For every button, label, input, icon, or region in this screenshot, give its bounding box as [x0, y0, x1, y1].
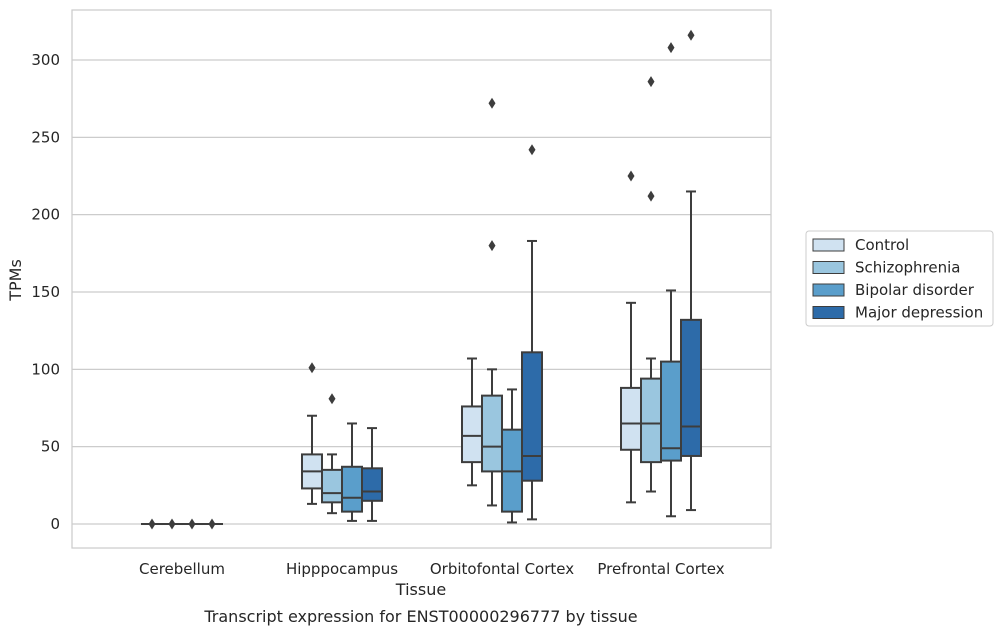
x-axis-label: Tissue: [395, 580, 446, 599]
box-iqr: [521, 351, 543, 482]
outlier-point: [667, 42, 675, 54]
legend-label: Major depression: [855, 304, 983, 322]
box: [680, 29, 702, 512]
outlier-point: [528, 144, 536, 156]
box: [640, 76, 662, 493]
outlier-point: [488, 240, 496, 252]
box: [141, 518, 163, 530]
series-group: [201, 29, 702, 530]
outlier-point: [687, 29, 695, 41]
y-axis-ticks: 0 50 100 150 200 250 300: [31, 51, 60, 533]
legend-label: Control: [855, 236, 909, 254]
legend-label: Schizophrenia: [855, 259, 960, 277]
box: [501, 388, 523, 524]
outlier-point: [188, 518, 196, 530]
box-iqr: [660, 360, 682, 462]
y-tick-label: 200: [31, 206, 60, 224]
box: [161, 518, 183, 530]
y-tick-label: 250: [31, 128, 60, 146]
y-tick-label: 300: [31, 51, 60, 69]
x-axis-ticks: Cerebellum Hipppocampus Orbitofontal Corte…: [139, 560, 725, 578]
outlier-point: [308, 362, 316, 374]
x-tick-label: Hipppocampus: [286, 560, 398, 578]
y-axis-label: TPMs: [6, 259, 25, 302]
outlier-point: [168, 518, 176, 530]
box-iqr: [620, 386, 642, 451]
series-group: [161, 76, 662, 530]
x-tick-label: Orbitofontal Cortex: [430, 560, 574, 578]
outlier-point: [148, 518, 156, 530]
box: [181, 518, 203, 530]
box: [521, 144, 543, 521]
box-iqr: [461, 405, 483, 464]
outlier-point: [647, 190, 655, 202]
series-group: [181, 42, 682, 530]
legend-label: Bipolar disorder: [855, 281, 975, 299]
box: [361, 427, 383, 522]
legend-items: Control Schizophrenia Bipolar disorder Majo…: [812, 236, 983, 322]
chart-caption: Transcript expression for ENST0000029677…: [203, 607, 637, 626]
box-iqr: [321, 468, 343, 504]
outlier-point: [488, 97, 496, 109]
plot-area-frame: [71, 9, 772, 549]
box: [620, 170, 642, 504]
legend: Control Schizophrenia Bipolar disorder Majo…: [805, 230, 994, 327]
legend-swatch: [812, 238, 845, 252]
box: [341, 422, 363, 522]
legend-frame: [805, 230, 994, 327]
box-iqr: [680, 318, 702, 457]
y-tick-label: 100: [31, 360, 60, 378]
box-series-layer: [141, 29, 702, 530]
outlier-point: [208, 518, 216, 530]
y-tick-label: 0: [50, 515, 60, 533]
box: [660, 42, 682, 518]
series-group: [141, 170, 642, 530]
box: [481, 97, 503, 507]
y-tick-label: 50: [41, 438, 60, 456]
box-iqr: [341, 465, 363, 513]
legend-swatch: [812, 283, 845, 297]
legend-swatch: [812, 306, 845, 319]
outlier-point: [328, 393, 336, 405]
box: [201, 518, 223, 530]
grid-lines: [72, 59, 771, 525]
box: [321, 393, 343, 515]
x-tick-label: Prefrontal Cortex: [597, 560, 724, 578]
legend-swatch: [812, 261, 845, 274]
outlier-point: [627, 170, 635, 182]
box: [301, 362, 323, 505]
box-iqr: [361, 467, 383, 502]
y-tick-label: 150: [31, 283, 60, 301]
box-iqr: [481, 394, 503, 473]
box-iqr: [640, 377, 662, 464]
box: [461, 357, 483, 487]
x-tick-label: Cerebellum: [139, 560, 225, 578]
outlier-point: [647, 76, 655, 88]
